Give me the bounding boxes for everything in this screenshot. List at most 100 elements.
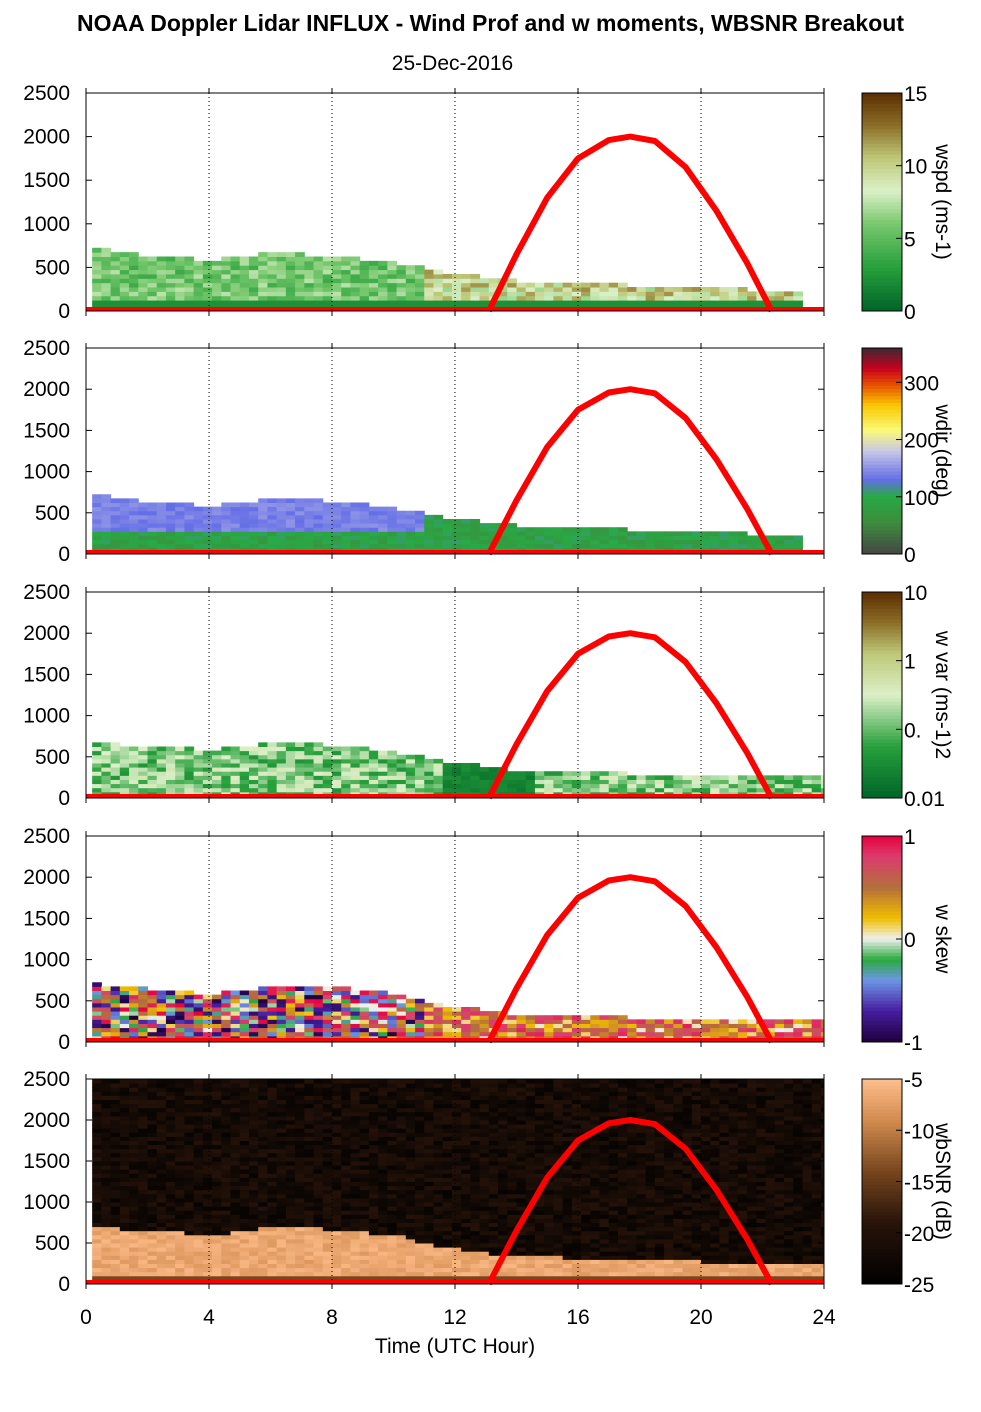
heatmap-cell bbox=[599, 787, 610, 793]
heatmap-cell bbox=[368, 1218, 379, 1223]
heatmap-cell bbox=[378, 1115, 388, 1121]
heatmap-cell bbox=[322, 1099, 333, 1105]
heatmap-cell bbox=[295, 1263, 305, 1269]
heatmap-cell bbox=[248, 771, 259, 776]
heatmap-cell bbox=[276, 750, 287, 756]
heatmap-cell bbox=[119, 282, 130, 288]
heatmap-cell bbox=[461, 1019, 471, 1024]
heatmap-cell bbox=[230, 1247, 241, 1252]
heatmap-cell bbox=[110, 1165, 121, 1170]
heatmap-cell bbox=[295, 523, 305, 528]
heatmap-cell bbox=[248, 1263, 259, 1269]
heatmap-cell bbox=[165, 1111, 176, 1117]
heatmap-cell bbox=[156, 771, 167, 776]
heatmap-cell bbox=[239, 1271, 250, 1277]
heatmap-cell bbox=[378, 1140, 388, 1146]
heatmap-cell bbox=[119, 1226, 130, 1232]
heatmap-cell bbox=[341, 1169, 351, 1174]
heatmap-cell bbox=[110, 510, 121, 516]
heatmap-cell bbox=[765, 1027, 776, 1033]
heatmap-cell bbox=[276, 1087, 287, 1092]
colorbar-segment bbox=[862, 715, 902, 720]
heatmap-cell bbox=[184, 1099, 195, 1105]
heatmap-cell bbox=[368, 1019, 379, 1024]
heatmap-cell bbox=[202, 1259, 213, 1264]
heatmap-cell bbox=[202, 1124, 213, 1129]
heatmap-cell bbox=[627, 787, 637, 793]
heatmap-cell bbox=[784, 775, 794, 780]
heatmap-cell bbox=[295, 1210, 305, 1215]
heatmap-cell bbox=[368, 1165, 379, 1170]
heatmap-cell bbox=[387, 1230, 398, 1236]
heatmap-cell bbox=[184, 775, 195, 780]
heatmap-cell bbox=[350, 1011, 361, 1016]
heatmap-cell bbox=[101, 1027, 112, 1033]
heatmap-cell bbox=[424, 295, 434, 301]
heatmap-cell bbox=[627, 1019, 637, 1024]
colorbar-segment bbox=[862, 519, 902, 524]
colorbar-label: w skew bbox=[931, 904, 954, 975]
heatmap-cell bbox=[387, 1185, 398, 1191]
heatmap-cell bbox=[165, 1124, 176, 1129]
colorbar-segment bbox=[862, 935, 902, 940]
heatmap-cell bbox=[230, 754, 241, 760]
heatmap-cell bbox=[405, 287, 416, 292]
heatmap-cell bbox=[110, 539, 121, 545]
heatmap-cell bbox=[221, 1148, 232, 1154]
heatmap-cell bbox=[507, 1023, 517, 1029]
heatmap-cell bbox=[599, 779, 610, 785]
heatmap-cell bbox=[313, 1271, 324, 1277]
heatmap-cell bbox=[405, 1107, 416, 1113]
heatmap-cell bbox=[387, 1111, 398, 1117]
heatmap-cell bbox=[304, 779, 315, 785]
heatmap-cell bbox=[295, 1247, 305, 1252]
heatmap-cell bbox=[341, 1015, 351, 1020]
heatmap-cell bbox=[221, 1079, 232, 1084]
heatmap-cell bbox=[415, 510, 425, 516]
heatmap-cell bbox=[433, 1031, 444, 1037]
heatmap-cell bbox=[258, 742, 268, 747]
heatmap-cell bbox=[258, 518, 268, 524]
heatmap-cell bbox=[175, 1226, 185, 1232]
heatmap-cell bbox=[110, 1124, 121, 1129]
heatmap-cell bbox=[645, 1023, 656, 1029]
y-tick-label: 0 bbox=[58, 300, 70, 323]
heatmap-cell bbox=[350, 539, 361, 545]
heatmap-cell bbox=[202, 287, 213, 292]
heatmap-cell bbox=[553, 295, 564, 301]
heatmap-cell bbox=[313, 787, 324, 793]
heatmap-cell bbox=[728, 300, 739, 305]
heatmap-cell bbox=[258, 256, 268, 262]
heatmap-cell bbox=[350, 1002, 361, 1008]
heatmap-cell bbox=[156, 779, 167, 785]
heatmap-cell bbox=[433, 762, 444, 768]
heatmap-cell bbox=[415, 1275, 425, 1281]
heatmap-cell bbox=[415, 531, 425, 536]
heatmap-cell bbox=[304, 1218, 315, 1223]
heatmap-cell bbox=[129, 523, 139, 528]
heatmap-cell bbox=[202, 1099, 213, 1105]
heatmap-cell bbox=[581, 1027, 591, 1033]
heatmap-cell bbox=[147, 1197, 158, 1203]
heatmap-cell bbox=[230, 758, 241, 764]
heatmap-cell bbox=[405, 771, 416, 776]
heatmap-cell bbox=[304, 986, 315, 991]
heatmap-cell bbox=[784, 291, 794, 297]
colorbar-segment bbox=[862, 653, 902, 658]
heatmap-cell bbox=[415, 1243, 425, 1248]
heatmap-cell bbox=[341, 998, 351, 1004]
heatmap-cell bbox=[295, 1177, 305, 1182]
heatmap-cell bbox=[433, 1019, 444, 1024]
heatmap-cell bbox=[165, 771, 176, 776]
heatmap-cell bbox=[405, 1189, 416, 1195]
heatmap-cell bbox=[332, 1197, 342, 1203]
heatmap-cell bbox=[193, 523, 204, 528]
heatmap-cell bbox=[110, 518, 121, 524]
heatmap-cell bbox=[285, 1011, 296, 1016]
heatmap-cell bbox=[664, 531, 674, 536]
heatmap-cell bbox=[212, 783, 222, 789]
heatmap-cell bbox=[119, 1019, 130, 1024]
heatmap-cell bbox=[322, 746, 333, 752]
heatmap-cell bbox=[590, 1031, 601, 1037]
heatmap-cell bbox=[553, 282, 564, 288]
